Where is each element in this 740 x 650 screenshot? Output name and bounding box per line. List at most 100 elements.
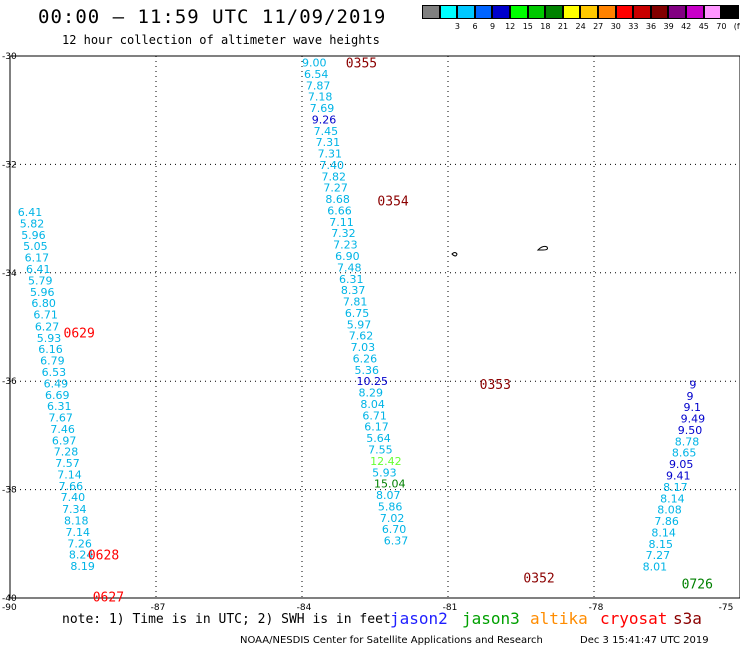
y-tick-label: -40: [2, 594, 17, 604]
x-tick-label: -81: [443, 603, 458, 613]
pass-time-label: 0726: [682, 577, 713, 592]
swh-value: 6.70: [382, 523, 407, 536]
swh-value: 8.78: [675, 435, 700, 448]
colorbar-label: 33: [628, 22, 639, 31]
swh-value: 10.25: [357, 375, 389, 388]
swh-value: 7.62: [349, 330, 374, 343]
swh-value: 6.17: [25, 252, 49, 265]
swh-value: 6.66: [327, 204, 352, 217]
swh-value: 7.82: [321, 170, 346, 183]
colorbar-label: 21: [557, 22, 569, 31]
colorbar-label: 70: [716, 22, 727, 31]
swh-value: 5.93: [37, 332, 62, 345]
colorbar-label: 39: [663, 22, 674, 31]
swh-value: 6.97: [52, 434, 77, 447]
swh-value: 9.41: [666, 470, 691, 483]
swh-value: 7.31: [318, 148, 343, 161]
swh-value: 7.81: [343, 296, 368, 309]
pass-time-label: 0355: [346, 57, 377, 72]
swh-value: 5.64: [366, 432, 391, 445]
credit-text: NOAA/NESDIS Center for Satellite Applica…: [240, 635, 543, 646]
swh-value: 7.23: [333, 239, 358, 252]
swh-value: 6.90: [335, 250, 360, 263]
swh-value: 6.80: [31, 297, 56, 310]
chart-subtitle: 12 hour collection of altimeter wave hei…: [62, 33, 380, 47]
swh-value: 7.18: [308, 91, 333, 104]
colorbar-swatch: [545, 5, 563, 19]
swh-value: 6.31: [339, 273, 364, 286]
swh-value: 7.11: [329, 216, 354, 229]
colorbar-label: 36: [645, 22, 657, 31]
mission-cryosat: cryosat: [600, 609, 668, 628]
swh-value: 7.28: [54, 446, 79, 459]
y-tick-label: -36: [2, 377, 17, 387]
swh-value: 6.41: [18, 206, 43, 219]
x-tick-label: -90: [2, 603, 17, 613]
swh-value: 7.14: [65, 526, 90, 539]
colorbar-swatch: [703, 5, 722, 19]
pass-time-label: 0627: [93, 590, 124, 605]
y-tick-label: -30: [2, 52, 17, 62]
swh-value: 7.40: [320, 159, 345, 172]
swh-value: 9.1: [684, 401, 702, 414]
swh-value: 6.71: [362, 409, 387, 422]
swh-value: 5.86: [378, 500, 403, 513]
swh-value: 9: [686, 390, 693, 403]
generated-time: Dec 3 15:41:47 UTC 2019: [580, 635, 709, 646]
swh-value: 8.29: [358, 387, 383, 400]
swh-value: 7.55: [368, 443, 393, 456]
swh-value: 8.24: [69, 549, 94, 562]
swh-value: 5.79: [28, 274, 53, 287]
plot-frame: [9, 55, 740, 599]
y-tick-label: -32: [2, 160, 17, 170]
swh-value: 7.27: [323, 182, 348, 195]
swh-value: 9.00: [302, 57, 327, 70]
colorbar-label: 27: [593, 22, 604, 31]
swh-value: 8.07: [376, 489, 401, 502]
chart-title: 00:00 — 11:59 UTC 11/09/2019: [38, 6, 387, 28]
swh-value: 5.05: [23, 240, 48, 253]
colorbar-unit: (ft): [733, 22, 740, 31]
swh-value: 6.17: [364, 421, 389, 434]
swh-value: 8.18: [64, 514, 89, 527]
mission-jason3: jason3: [462, 609, 520, 628]
mission-jason2: jason2: [390, 609, 448, 628]
island-outline: [536, 245, 548, 251]
swh-value: 8.17: [663, 481, 688, 494]
swh-value: 5.96: [21, 229, 46, 242]
colorbar-label: 30: [610, 22, 621, 31]
colorbar-swatch: [527, 5, 546, 19]
colorbar-label: 3: [454, 22, 460, 31]
swh-value: 6.26: [353, 352, 378, 365]
swh-value: 7.40: [61, 491, 86, 504]
swh-value: 7.34: [62, 503, 87, 516]
swh-value: 6.16: [38, 343, 63, 356]
swh-value: 6.54: [304, 68, 329, 81]
swh-value: 7.14: [57, 468, 82, 481]
swh-value: 8.04: [360, 398, 385, 411]
swh-value: 7.48: [337, 261, 362, 274]
swh-value: 6.71: [33, 309, 58, 322]
colorbar-swatch: [598, 5, 616, 19]
colorbar-swatch: [457, 5, 475, 19]
y-tick-label: -34: [2, 269, 17, 279]
swh-value: 8.14: [660, 492, 685, 505]
swh-value: 6.49: [44, 377, 69, 390]
swh-value: 15.04: [374, 478, 406, 491]
colorbar-swatch: [633, 5, 651, 19]
pass-time-label: 0628: [88, 549, 119, 564]
swh-value: 6.37: [384, 535, 409, 548]
swh-value: 9.26: [312, 113, 337, 126]
swh-value: 6.75: [345, 307, 370, 320]
swh-value: 9.49: [681, 413, 706, 426]
colorbar-swatch: [510, 5, 528, 19]
y-tick-label: -38: [2, 486, 17, 496]
swh-value: 9: [689, 378, 696, 391]
swh-value: 8.01: [643, 561, 668, 574]
pass-time-label: 0629: [64, 326, 95, 341]
x-tick-label: -78: [589, 603, 604, 613]
swh-value: 7.86: [654, 515, 679, 528]
swh-value: 7.87: [306, 79, 331, 92]
colorbar-label: 6: [472, 22, 478, 31]
